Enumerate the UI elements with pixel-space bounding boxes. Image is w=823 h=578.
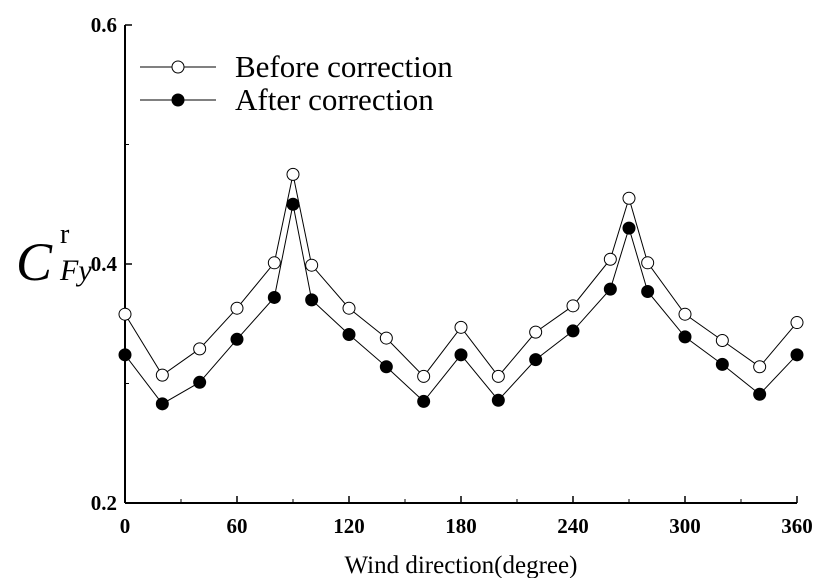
data-point [491, 369, 505, 383]
x-tick-label: 300 [669, 514, 701, 538]
legend-marker [171, 93, 185, 107]
data-point [155, 397, 169, 411]
x-axis-title: Wind direction(degree) [345, 552, 578, 578]
x-tick-label: 120 [333, 514, 365, 538]
data-point [566, 324, 580, 338]
data-point [193, 375, 207, 389]
legend-label: After correction [235, 82, 434, 117]
x-tick-label: 60 [227, 514, 248, 538]
legend-marker [171, 60, 185, 74]
axes [124, 24, 798, 504]
data-point [155, 368, 169, 382]
data-point [286, 167, 300, 181]
data-point [305, 293, 319, 307]
data-point [267, 256, 281, 270]
data-point [715, 357, 729, 371]
data-point [622, 191, 636, 205]
data-point [753, 360, 767, 374]
data-point [603, 282, 617, 296]
x-tick-label: 0 [120, 514, 131, 538]
x-tick-label: 360 [781, 514, 813, 538]
data-point [342, 328, 356, 342]
series-lines [124, 174, 798, 405]
data-point [641, 284, 655, 298]
data-point [790, 348, 804, 362]
data-point [342, 301, 356, 315]
data-point [454, 320, 468, 334]
data-point [118, 348, 132, 362]
data-point [379, 331, 393, 345]
x-tick-label: 240 [557, 514, 589, 538]
data-point [753, 387, 767, 401]
y-tick-label: 0.2 [91, 491, 117, 515]
data-point [641, 256, 655, 270]
data-point [622, 221, 636, 235]
series-markers [118, 167, 804, 411]
y-axis-title-subscript: Fy [59, 254, 92, 287]
data-point [566, 299, 580, 313]
data-point [230, 332, 244, 346]
data-point [603, 252, 617, 266]
x-tick-label: 180 [445, 514, 477, 538]
data-point [305, 258, 319, 272]
legend-label: Before correction [235, 49, 453, 84]
data-point [417, 394, 431, 408]
data-point [715, 333, 729, 347]
series-line-1 [124, 204, 798, 405]
y-axis-title: C r Fy [16, 219, 92, 292]
data-point [118, 307, 132, 321]
series-line-0 [124, 174, 798, 378]
data-point [678, 307, 692, 321]
data-point [193, 342, 207, 356]
data-point [286, 197, 300, 211]
data-point [454, 348, 468, 362]
data-point [379, 360, 393, 374]
data-point [417, 369, 431, 383]
y-tick-label: 0.6 [91, 13, 117, 37]
data-point [790, 316, 804, 330]
data-point [678, 330, 692, 344]
data-point [491, 393, 505, 407]
data-point [529, 353, 543, 367]
data-point [529, 325, 543, 339]
y-axis-title-superscript: r [60, 219, 70, 250]
data-point [230, 301, 244, 315]
y-tick-label: 0.4 [91, 252, 118, 276]
tick-labels: 0 60 120 180 240 300 360 0.2 0.4 0.6 [91, 13, 813, 538]
y-axis-title-main: C [16, 232, 53, 292]
data-point [267, 290, 281, 304]
